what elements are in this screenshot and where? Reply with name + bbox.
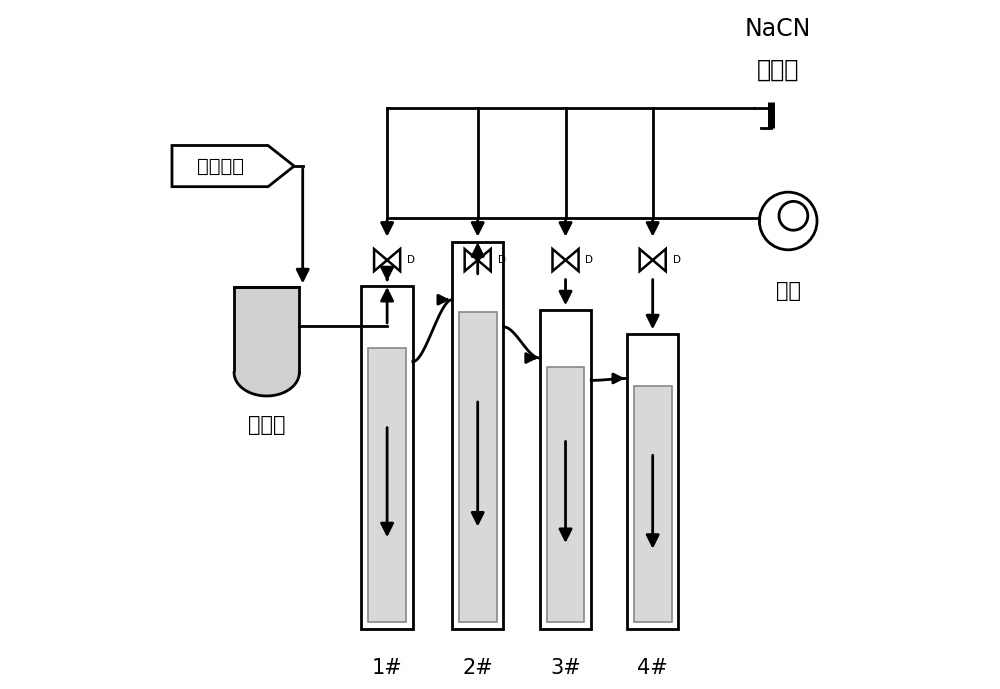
Polygon shape bbox=[172, 145, 294, 187]
Text: 浸出剂: 浸出剂 bbox=[757, 58, 799, 82]
Bar bbox=[627, 334, 678, 629]
Text: 精矿矿浆: 精矿矿浆 bbox=[197, 156, 244, 176]
Bar bbox=[547, 367, 584, 622]
Bar bbox=[368, 348, 406, 622]
Text: 缓冲笱: 缓冲笱 bbox=[248, 415, 285, 435]
Bar bbox=[234, 287, 299, 373]
Bar bbox=[634, 387, 672, 622]
Bar bbox=[452, 242, 503, 629]
Text: D: D bbox=[673, 255, 681, 265]
Text: D: D bbox=[498, 255, 506, 265]
Text: 2#: 2# bbox=[462, 658, 493, 678]
Text: D: D bbox=[407, 255, 415, 265]
Text: 1#: 1# bbox=[372, 658, 402, 678]
Bar bbox=[361, 286, 413, 629]
Text: NaCN: NaCN bbox=[745, 17, 811, 41]
Bar bbox=[459, 312, 497, 622]
Text: 4#: 4# bbox=[637, 658, 668, 678]
Text: 3#: 3# bbox=[550, 658, 581, 678]
Polygon shape bbox=[234, 373, 299, 396]
Text: D: D bbox=[585, 255, 593, 265]
Text: 风机: 风机 bbox=[776, 280, 801, 300]
Bar bbox=[540, 310, 591, 629]
